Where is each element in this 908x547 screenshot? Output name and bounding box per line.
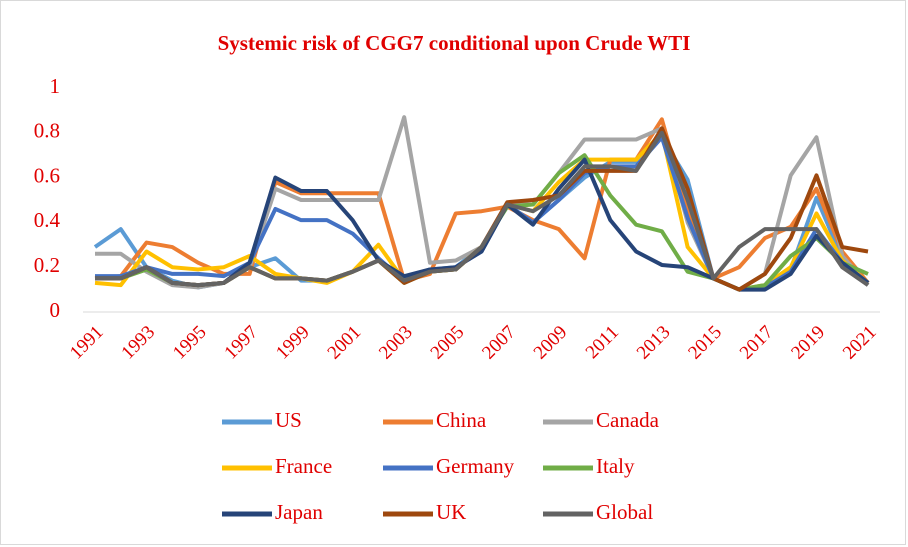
- y-tick-label: 0.6: [34, 163, 60, 187]
- chart-title: Systemic risk of CGG7 conditional upon C…: [218, 31, 691, 55]
- y-tick-label: 0: [50, 298, 61, 322]
- legend-label: UK: [436, 500, 466, 524]
- legend-label: Germany: [436, 454, 515, 478]
- legend-label: Canada: [596, 408, 660, 432]
- y-tick-label: 0.2: [34, 253, 60, 277]
- legend-label: US: [275, 408, 302, 432]
- y-tick-label: 0.4: [34, 208, 61, 232]
- legend-label: China: [436, 408, 487, 432]
- legend-label: France: [275, 454, 332, 478]
- y-tick-label: 1: [50, 74, 61, 98]
- legend-label: Global: [596, 500, 653, 524]
- legend-label: Japan: [275, 500, 323, 524]
- series-line: [95, 130, 870, 288]
- y-tick-label: 0.8: [34, 119, 60, 143]
- legend-label: Italy: [596, 454, 635, 478]
